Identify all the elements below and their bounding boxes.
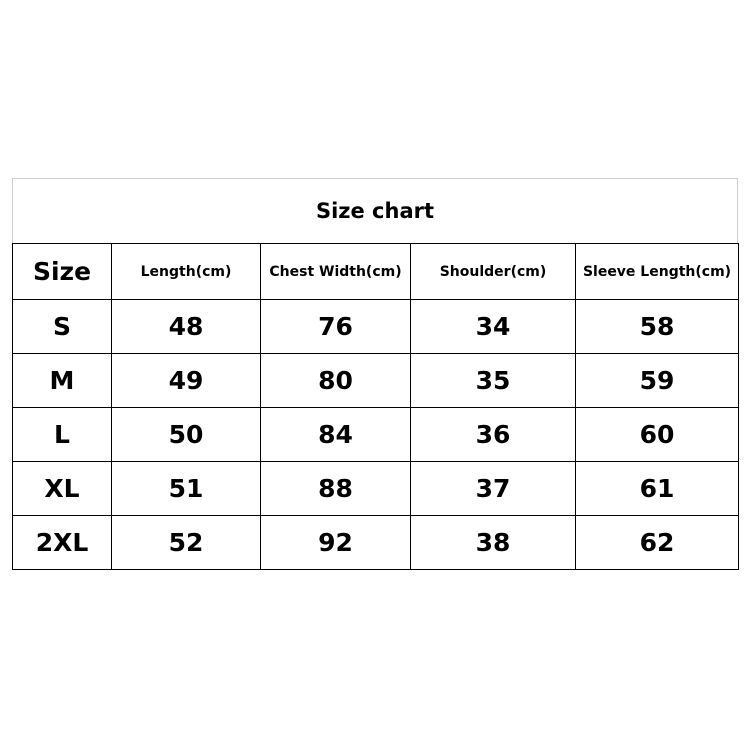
size-chart: Size chart Size Length(cm) Chest Width(c… bbox=[12, 178, 739, 570]
header-chest-width: Chest Width(cm) bbox=[260, 243, 411, 300]
header-shoulder: Shoulder(cm) bbox=[410, 243, 576, 300]
cell-shoulder: 38 bbox=[410, 515, 576, 570]
cell-sleeve-length: 59 bbox=[575, 353, 739, 408]
cell-chest-width: 88 bbox=[260, 461, 411, 516]
cell-length: 52 bbox=[111, 515, 261, 570]
cell-sleeve-length: 60 bbox=[575, 407, 739, 462]
cell-length: 51 bbox=[111, 461, 261, 516]
table-row: L 50 84 36 60 bbox=[12, 407, 739, 462]
header-row: Size Length(cm) Chest Width(cm) Shoulder… bbox=[12, 243, 739, 300]
cell-size: S bbox=[12, 299, 112, 354]
cell-shoulder: 37 bbox=[410, 461, 576, 516]
cell-length: 50 bbox=[111, 407, 261, 462]
header-sleeve-length: Sleeve Length(cm) bbox=[575, 243, 739, 300]
table-row: 2XL 52 92 38 62 bbox=[12, 515, 739, 570]
table-row: M 49 80 35 59 bbox=[12, 353, 739, 408]
cell-shoulder: 35 bbox=[410, 353, 576, 408]
cell-chest-width: 76 bbox=[260, 299, 411, 354]
cell-length: 49 bbox=[111, 353, 261, 408]
cell-shoulder: 34 bbox=[410, 299, 576, 354]
cell-sleeve-length: 61 bbox=[575, 461, 739, 516]
cell-shoulder: 36 bbox=[410, 407, 576, 462]
size-table: Size Length(cm) Chest Width(cm) Shoulder… bbox=[12, 243, 739, 570]
cell-chest-width: 84 bbox=[260, 407, 411, 462]
chart-title: Size chart bbox=[12, 178, 738, 243]
cell-sleeve-length: 62 bbox=[575, 515, 739, 570]
header-size: Size bbox=[12, 243, 112, 300]
header-length: Length(cm) bbox=[111, 243, 261, 300]
cell-size: XL bbox=[12, 461, 112, 516]
table-row: S 48 76 34 58 bbox=[12, 299, 739, 354]
cell-sleeve-length: 58 bbox=[575, 299, 739, 354]
table-row: XL 51 88 37 61 bbox=[12, 461, 739, 516]
cell-size: L bbox=[12, 407, 112, 462]
cell-size: M bbox=[12, 353, 112, 408]
cell-length: 48 bbox=[111, 299, 261, 354]
cell-size: 2XL bbox=[12, 515, 112, 570]
cell-chest-width: 92 bbox=[260, 515, 411, 570]
cell-chest-width: 80 bbox=[260, 353, 411, 408]
